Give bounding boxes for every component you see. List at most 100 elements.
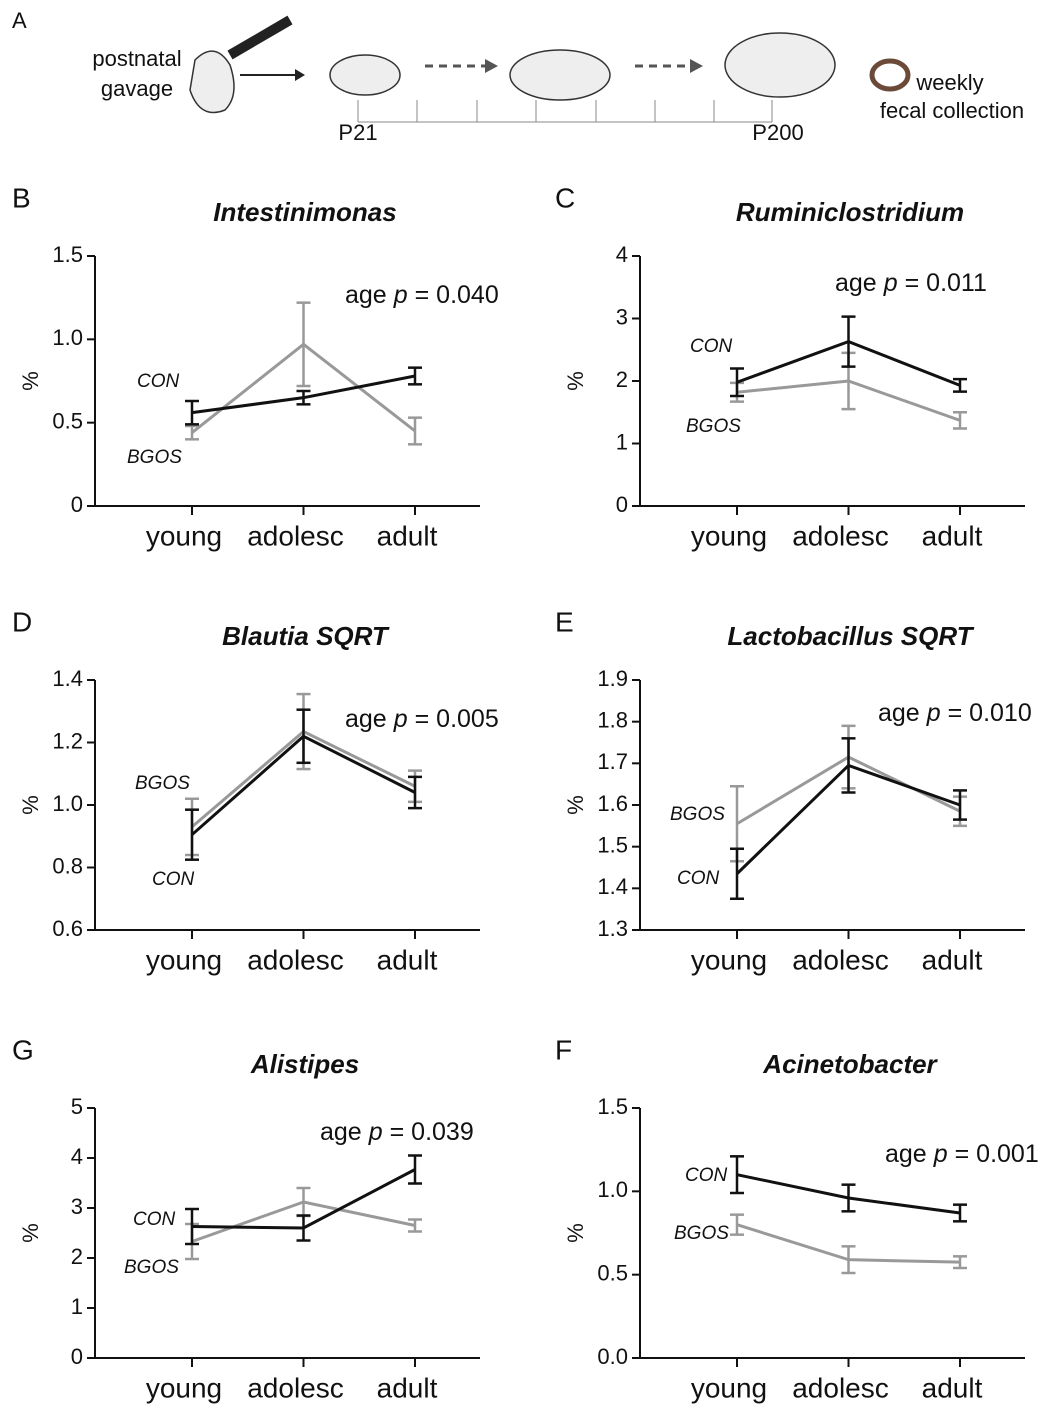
x-tick-label: young: [146, 1372, 222, 1403]
y-tick-label: 5: [71, 1094, 83, 1119]
annotation-word: age: [878, 699, 920, 727]
y-tick-label: 1.7: [597, 749, 628, 774]
annotation-word: age: [835, 269, 877, 297]
y-tick-label: 0.6: [52, 916, 83, 941]
x-tick-label: adult: [377, 944, 438, 975]
annotation-word: age: [345, 705, 387, 733]
panel-letter: F: [555, 1034, 572, 1065]
error-bar: [953, 377, 967, 393]
panel-letter: G: [12, 1034, 34, 1065]
error-bar: [185, 424, 199, 441]
error-bar: [408, 366, 422, 386]
timeline-ticks: [357, 100, 773, 122]
chart-title: Lactobacillus SQRT: [727, 621, 974, 651]
y-tick-label: 1.9: [597, 666, 628, 691]
y-tick-label: 1.0: [597, 1177, 628, 1202]
panel-letter: A: [12, 8, 27, 33]
y-tick-label: 0: [71, 1344, 83, 1369]
syringe-icon: [227, 15, 293, 60]
panel-letter: C: [555, 182, 575, 213]
annotation: age p = 0.040: [345, 281, 499, 309]
annotation-p-value: = 0.005: [415, 705, 499, 733]
y-tick-label: 3: [616, 304, 628, 329]
y-tick-label: 0.0: [597, 1344, 628, 1369]
y-tick-label: 0: [616, 492, 628, 517]
series-label: CON: [137, 371, 180, 392]
y-tick-label: 2: [71, 1244, 83, 1269]
error-bar: [296, 1214, 311, 1242]
y-tick-label: 1.5: [52, 242, 83, 267]
x-tick-label: adult: [377, 1372, 438, 1403]
series-label: BGOS: [670, 804, 725, 825]
error-bar: [841, 1245, 856, 1275]
annotation-p-symbol: p: [883, 269, 898, 297]
mouse-icon: [724, 32, 836, 98]
x-tick-label: young: [691, 520, 767, 551]
error-bar: [841, 737, 856, 794]
annotation-p-symbol: p: [393, 281, 408, 309]
annotation: age p = 0.010: [878, 699, 1032, 727]
gavage-label: postnatal: [92, 46, 181, 71]
annotation-p-value: = 0.001: [955, 1140, 1039, 1168]
error-bar: [953, 411, 967, 430]
x-tick-label: adolesc: [247, 1372, 344, 1403]
x-tick-label: adolesc: [792, 1372, 889, 1403]
error-bar: [408, 775, 422, 810]
chart-title: Intestinimonas: [213, 197, 396, 227]
error-bar: [185, 808, 199, 861]
series-label: CON: [152, 869, 195, 890]
panel-a: A postnatal gavage P21 P200 weekly fecal…: [12, 8, 1024, 145]
y-tick-label: 1.4: [597, 874, 628, 899]
annotation-word: age: [320, 1118, 362, 1146]
error-bar: [730, 847, 744, 900]
x-tick-label: young: [146, 520, 222, 551]
annotation-p-value: = 0.039: [390, 1118, 474, 1146]
error-bar: [296, 708, 311, 765]
y-axis-label: %: [18, 371, 43, 391]
series-label: CON: [133, 1209, 176, 1230]
x-tick-label: adolesc: [247, 944, 344, 975]
stomach-icon: [189, 50, 235, 114]
error-bar: [730, 1213, 744, 1236]
chart-title: Ruminiclostridium: [736, 197, 964, 227]
series-label: BGOS: [686, 416, 741, 437]
annotation: age p = 0.005: [345, 705, 499, 733]
annotation-p-symbol: p: [393, 705, 408, 733]
series-label: BGOS: [135, 773, 190, 794]
annotation-word: age: [345, 281, 387, 309]
y-tick-label: 1.2: [52, 728, 83, 753]
y-axis-label: %: [563, 795, 588, 815]
chart-title: Blautia SQRT: [222, 621, 390, 651]
collection-label: weekly: [915, 70, 983, 95]
y-tick-label: 1: [616, 429, 628, 454]
y-axis-label: %: [18, 795, 43, 815]
y-tick-label: 0.5: [597, 1260, 628, 1285]
y-tick-label: 1.0: [52, 325, 83, 350]
annotation-p-value: = 0.011: [905, 269, 987, 297]
y-tick-label: 2: [616, 367, 628, 392]
mouse-icon: [329, 54, 401, 96]
x-tick-label: adolesc: [792, 520, 889, 551]
gavage-label: gavage: [101, 76, 173, 101]
y-tick-label: 0.5: [52, 408, 83, 433]
series-label: CON: [677, 868, 720, 889]
y-axis-label: %: [563, 1223, 588, 1243]
y-tick-label: 1.0: [52, 791, 83, 816]
error-bar: [953, 789, 967, 821]
error-bar: [185, 399, 199, 426]
y-axis-label: %: [563, 371, 588, 391]
y-tick-label: 3: [71, 1194, 83, 1219]
x-tick-label: young: [146, 944, 222, 975]
chart-title: Acinetobacter: [762, 1049, 938, 1079]
collection-label: fecal collection: [880, 98, 1024, 123]
series-label: BGOS: [124, 1257, 179, 1278]
x-tick-label: adolesc: [247, 520, 344, 551]
y-tick-label: 1.5: [597, 832, 628, 857]
x-tick-label: adult: [922, 520, 983, 551]
error-bar: [841, 315, 856, 368]
series-label: BGOS: [674, 1223, 729, 1244]
series-label: BGOS: [127, 447, 182, 468]
annotation-p-value: = 0.040: [415, 281, 499, 309]
arrow-head: [485, 59, 498, 73]
